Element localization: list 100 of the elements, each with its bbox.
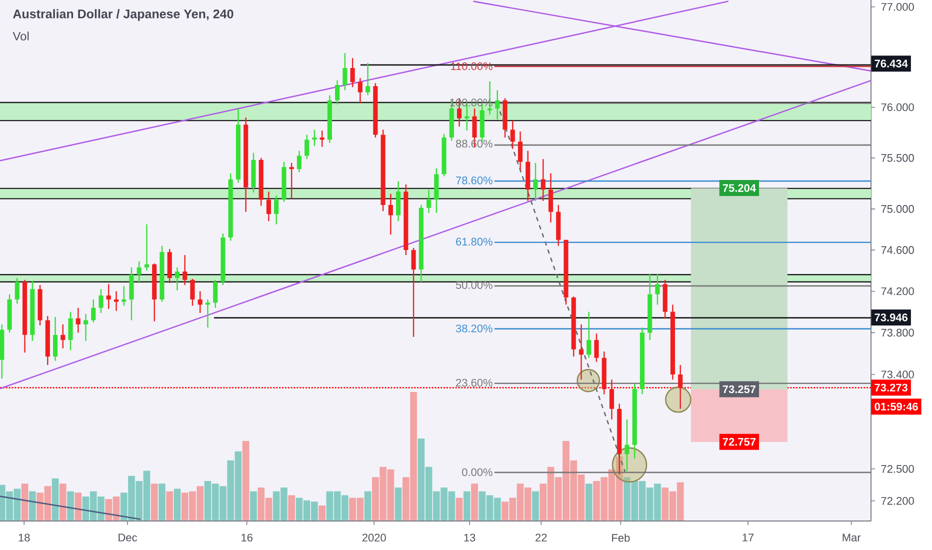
candlestick xyxy=(296,150,302,173)
bar xyxy=(59,484,66,521)
candlestick xyxy=(609,379,614,420)
candlestick xyxy=(213,279,218,308)
bar xyxy=(318,506,326,521)
candlestick xyxy=(350,57,355,88)
ref-line-label: 73.273 xyxy=(874,384,908,392)
candlestick xyxy=(396,180,401,222)
candlestick xyxy=(266,191,271,222)
x-tick-label: 2020 xyxy=(362,534,386,542)
candlestick xyxy=(83,313,88,342)
candlestick xyxy=(205,298,210,328)
candlestick xyxy=(533,162,538,202)
series-label: 0.00% xyxy=(462,468,492,476)
chart-title: Vol xyxy=(12,32,29,40)
candlestick xyxy=(114,290,119,312)
candlestick xyxy=(518,130,523,171)
candlestick xyxy=(136,260,142,284)
bar xyxy=(288,495,296,521)
candlestick xyxy=(98,288,104,314)
x-tick-label: 22 xyxy=(536,534,547,542)
text: 01:59:46 xyxy=(874,402,918,410)
bar xyxy=(28,491,36,521)
candlestick xyxy=(320,130,324,148)
bar xyxy=(52,478,59,521)
candlestick xyxy=(304,134,310,160)
x-tick-label: Feb xyxy=(612,534,630,542)
bar xyxy=(242,441,250,521)
candlestick xyxy=(289,162,294,200)
candlestick xyxy=(190,278,195,306)
annotation: 75.204 xyxy=(722,184,756,192)
y-tick-label: 74.200 xyxy=(881,287,914,296)
y-tick-label: 72.200 xyxy=(881,497,914,505)
bar xyxy=(67,491,74,521)
y-tick-label: 73.400 xyxy=(881,370,914,378)
candlestick xyxy=(174,266,180,291)
bar xyxy=(174,488,181,521)
bar xyxy=(74,492,82,521)
candlestick xyxy=(182,254,188,286)
candlestick xyxy=(14,277,20,304)
bar xyxy=(166,491,174,521)
candlestick xyxy=(312,129,317,146)
candlestick xyxy=(68,311,73,351)
candlestick xyxy=(411,247,416,338)
y-tick-label: 72.500 xyxy=(881,465,914,473)
y-tick-label: 76.000 xyxy=(881,103,914,112)
candlestick xyxy=(144,224,150,272)
bar xyxy=(532,491,539,521)
bar xyxy=(456,498,463,521)
candlestick xyxy=(388,193,393,236)
x-tick-label: 18 xyxy=(18,534,30,542)
series-label: 38.20% xyxy=(456,324,492,332)
series-label: 50.00% xyxy=(456,281,492,289)
candlestick xyxy=(586,311,592,358)
candlestick xyxy=(495,90,500,120)
y-tick-label: 77.000 xyxy=(881,3,914,11)
annotation: 73.946 xyxy=(874,314,908,322)
candlestick xyxy=(274,194,279,225)
series-label: 61.80% xyxy=(456,238,492,246)
candlestick xyxy=(122,285,126,306)
x-tick-label: 13 xyxy=(464,534,476,542)
annotation: 76.434 xyxy=(874,60,908,68)
series-label: 23.60% xyxy=(456,378,492,387)
y-tick-label: 75.000 xyxy=(881,205,914,213)
candlestick xyxy=(91,298,96,323)
series-label: 78.60% xyxy=(456,176,492,184)
candlestick xyxy=(76,307,80,334)
candlestick xyxy=(198,290,202,314)
annotation: 73.257 xyxy=(722,385,756,394)
bar xyxy=(364,491,372,521)
candlestick xyxy=(578,324,584,380)
x-tick-label: 17 xyxy=(742,534,754,542)
y-tick-label: 75.500 xyxy=(881,154,914,162)
candlestick xyxy=(655,273,660,306)
x-tick-label: 16 xyxy=(242,534,252,542)
candlestick xyxy=(106,284,111,310)
bar xyxy=(21,484,28,521)
candlestick xyxy=(358,77,362,104)
bar xyxy=(471,484,478,521)
bar xyxy=(158,484,166,521)
y-tick-label: 73.800 xyxy=(881,328,914,337)
bar xyxy=(150,484,158,521)
candlestick xyxy=(426,189,432,214)
candlestick xyxy=(594,332,599,362)
text: Australian Dollar / Japanese Yen, 240 xyxy=(13,9,234,21)
candlestick xyxy=(548,172,554,224)
candlestick xyxy=(60,324,66,349)
candlestick xyxy=(540,158,546,202)
y-tick-label: 74.600 xyxy=(881,246,914,254)
candlestick xyxy=(678,364,683,410)
candlestick xyxy=(52,316,58,362)
bar xyxy=(250,491,257,521)
candlestick xyxy=(335,80,340,105)
candlestick xyxy=(510,120,515,150)
candlestick xyxy=(366,62,370,96)
bar xyxy=(394,487,402,521)
x-tick-label: Mar xyxy=(842,534,861,542)
candlestick xyxy=(342,52,348,91)
x-tick-label: Dec xyxy=(118,534,138,542)
candlestick xyxy=(624,418,630,472)
